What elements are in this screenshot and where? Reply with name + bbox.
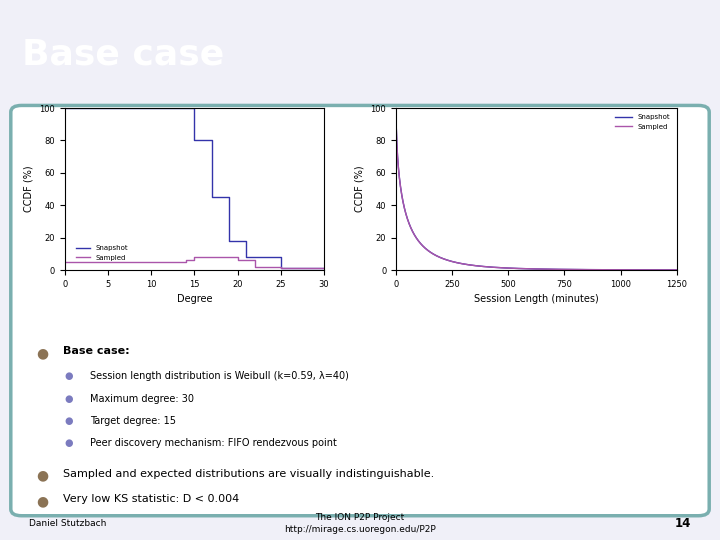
Text: Session length distribution is Weibull (k=0.59, λ=40): Session length distribution is Weibull (… [90, 372, 349, 381]
Text: ●: ● [36, 469, 48, 483]
Text: ●: ● [65, 394, 73, 403]
Text: ●: ● [36, 346, 48, 360]
Text: 14: 14 [675, 517, 691, 530]
Text: Base case: Base case [22, 38, 224, 72]
Text: Daniel Stutzbach: Daniel Stutzbach [29, 519, 106, 528]
Y-axis label: CCDF (%): CCDF (%) [355, 166, 365, 212]
Text: ●: ● [65, 437, 73, 448]
X-axis label: Session Length (minutes): Session Length (minutes) [474, 294, 599, 304]
Y-axis label: CCDF (%): CCDF (%) [24, 166, 34, 212]
Text: Peer discovery mechanism: FIFO rendezvous point: Peer discovery mechanism: FIFO rendezvou… [90, 437, 337, 448]
Legend: Snapshot, Sampled: Snapshot, Sampled [73, 242, 131, 264]
Text: Sampled and expected distributions are visually indistinguishable.: Sampled and expected distributions are v… [63, 469, 435, 478]
Text: ●: ● [65, 372, 73, 381]
Text: ●: ● [36, 494, 48, 508]
Text: Target degree: 15: Target degree: 15 [90, 416, 176, 426]
Text: Base case:: Base case: [63, 346, 130, 356]
Text: Maximum degree: 30: Maximum degree: 30 [90, 394, 194, 403]
Text: Very low KS statistic: D < 0.004: Very low KS statistic: D < 0.004 [63, 494, 240, 504]
Text: ●: ● [65, 416, 73, 426]
Text: The ION P2P Project
http://mirage.cs.uoregon.edu/P2P: The ION P2P Project http://mirage.cs.uor… [284, 513, 436, 534]
Legend: Snapshot, Sampled: Snapshot, Sampled [612, 111, 673, 132]
FancyBboxPatch shape [11, 105, 709, 516]
X-axis label: Degree: Degree [176, 294, 212, 304]
